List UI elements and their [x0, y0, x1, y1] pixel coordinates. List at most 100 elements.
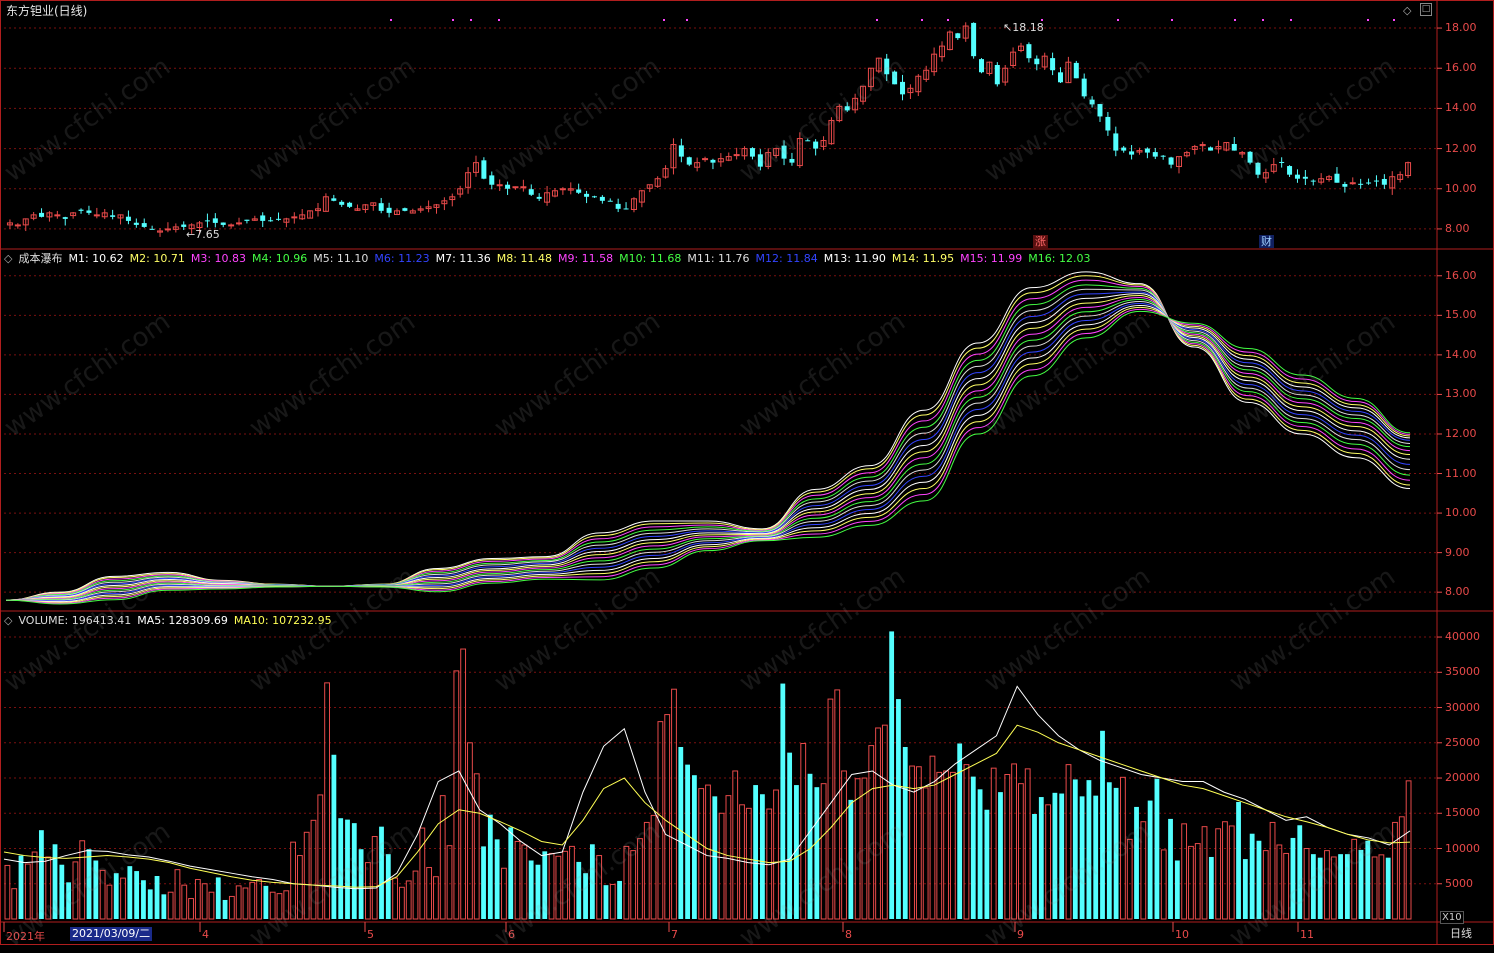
candle-body [276, 218, 282, 220]
volume-bar [1147, 800, 1153, 919]
candle-body [315, 208, 322, 212]
volume-bar [1310, 854, 1316, 919]
x-tick-label: 7 [671, 928, 678, 941]
x-tick-label: 9 [1017, 928, 1024, 941]
volume-bar [385, 854, 391, 919]
candle-body [1018, 45, 1025, 51]
signal-marker [1234, 19, 1236, 21]
y-tick-label: 18.00 [1445, 21, 1477, 35]
volume-bar [1283, 852, 1290, 920]
legend-item-m6: M6: 11.23 [374, 252, 430, 265]
volume-bar [732, 770, 739, 920]
volume-bar [31, 851, 38, 920]
candle-body [220, 222, 226, 225]
candle-body [867, 67, 874, 88]
volume-bar [1236, 801, 1241, 919]
candle-body [900, 81, 906, 95]
candle-body [30, 214, 37, 219]
volume-bar [1072, 779, 1078, 919]
candle-body [39, 212, 45, 217]
volume-bar [915, 766, 922, 920]
finance-badge[interactable]: 财 [1259, 235, 1274, 248]
candle-body [576, 189, 582, 193]
candle-body [386, 207, 392, 213]
signal-marker [663, 19, 665, 21]
candle-body [1089, 99, 1095, 105]
volume-bar [141, 880, 146, 919]
candle-body [101, 212, 108, 218]
volume-bar [1405, 780, 1412, 920]
y-tick-label: 30000 [1445, 700, 1480, 714]
volume-bar [345, 819, 350, 919]
volume-bar [24, 863, 31, 920]
volume-bar [52, 844, 58, 919]
panel-toggle-icon[interactable]: ◇ [4, 252, 13, 265]
candle-body [1199, 144, 1206, 147]
volume-bar [1371, 856, 1378, 920]
volume-ma5-line [3, 685, 1411, 890]
volume-bar [854, 778, 861, 920]
y-tick-label: 10000 [1445, 841, 1480, 855]
volume-bar [1059, 793, 1065, 919]
volume-bar [460, 648, 467, 920]
candle-body [299, 214, 306, 220]
volume-bar [45, 856, 52, 920]
volume-bar [235, 885, 242, 920]
volume-bar [1256, 840, 1262, 919]
maximize-icon[interactable]: □ [1420, 3, 1432, 16]
candle-body [512, 186, 519, 189]
signal-marker [1117, 19, 1119, 21]
signal-marker [498, 19, 500, 21]
diamond-icon[interactable]: ◇ [1403, 4, 1412, 17]
volume-bar [1365, 840, 1371, 919]
candle-body [584, 193, 590, 197]
candle-body [236, 222, 243, 225]
candle-body [1270, 164, 1277, 172]
candle-body [694, 162, 701, 168]
legend-item-m1: M1: 10.62 [68, 252, 124, 265]
volume-bar [1086, 780, 1092, 919]
volume-bar [521, 844, 528, 920]
candle-body [1318, 178, 1325, 183]
volume-bar [379, 826, 384, 919]
legend-item-m5: M5: 11.10 [313, 252, 369, 265]
volume-bar [555, 855, 562, 920]
volume-bar [99, 869, 106, 920]
volume-bar [426, 867, 433, 920]
candle-body [212, 218, 218, 223]
candle-body [1002, 67, 1009, 83]
volume-bar [718, 812, 725, 920]
volume-bar [562, 850, 569, 920]
signal-marker [921, 19, 923, 21]
volume-bar [909, 765, 915, 920]
candle-body [110, 215, 116, 217]
volume-bar [820, 783, 827, 920]
candle-body [1310, 180, 1316, 182]
panel-toggle-icon[interactable]: ◇ [4, 614, 13, 627]
candle-body [433, 204, 440, 208]
candle-body [417, 208, 424, 211]
waterfall-line-m14 [5, 306, 1411, 603]
rise-badge[interactable]: 涨 [1033, 235, 1048, 248]
candle-body [260, 215, 266, 221]
legend-item-m16: M16: 12.03 [1028, 252, 1091, 265]
volume-bar [1174, 860, 1180, 919]
volume-bar [296, 855, 303, 920]
volume-bar [487, 814, 493, 919]
volume-bar [1242, 859, 1248, 919]
candle-body [749, 148, 755, 157]
volume-bar [405, 880, 412, 920]
volume-bar [439, 795, 446, 920]
y-tick-label: 8.00 [1445, 585, 1470, 599]
candle-body [465, 172, 472, 188]
candle-body [789, 158, 795, 163]
y-tick-label: 5000 [1445, 876, 1473, 890]
volume-bar [1032, 813, 1037, 919]
candle-body [654, 178, 661, 187]
period-label[interactable]: 日线 [1450, 927, 1472, 940]
volume-bar [1188, 845, 1194, 920]
candle-body [1105, 116, 1111, 131]
candle-body [915, 75, 922, 93]
candle-body [62, 217, 68, 219]
